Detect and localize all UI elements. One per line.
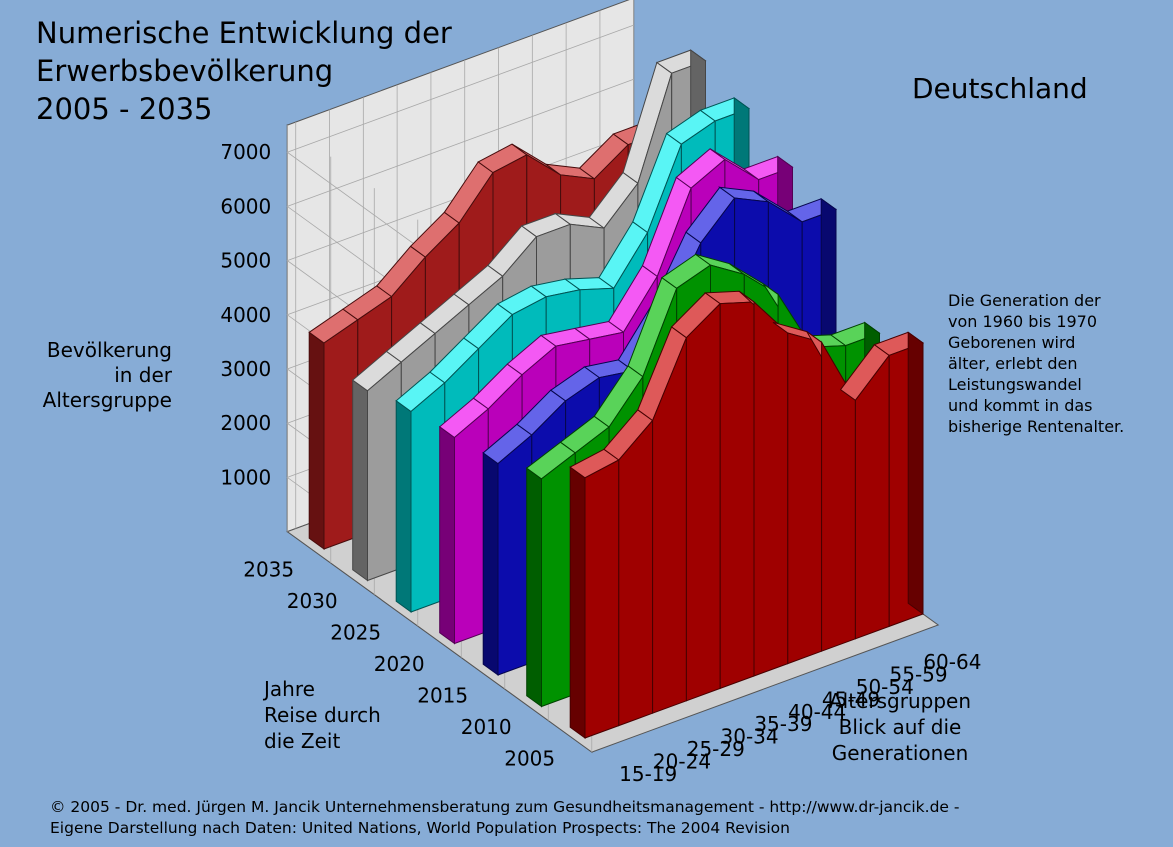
ribbon-end-cap <box>482 451 499 676</box>
y-tick-label: 5000 <box>220 249 271 273</box>
year-tick-labels: 2005 2010 2015 2020 2025 2030 2035 <box>243 558 555 771</box>
y-tick-label: 3000 <box>220 357 271 381</box>
ribbon-end-cap <box>907 331 924 615</box>
series-2005: 2005 15-19: 48002005 20-24: 49002005 25-… <box>569 290 925 739</box>
year-axis-label-line: Jahre <box>264 677 315 701</box>
year-tick-label: 2035 <box>243 558 294 582</box>
y-tick-label: 6000 <box>220 194 271 218</box>
age-tick-label: 50-54 <box>856 675 914 699</box>
age-axis-label-line: Generationen <box>831 741 969 765</box>
annotation-note: Die Generation der von 1960 bis 1970 Geb… <box>948 290 1168 437</box>
copyright-line: Eigene Darstellung nach Daten: United Na… <box>50 819 790 837</box>
ribbon-end-cap <box>439 425 455 645</box>
year-tick-label: 2030 <box>287 589 338 613</box>
y-tick-labels: 1000 2000 3000 4000 5000 6000 7000 <box>220 140 271 489</box>
copyright-footer: © 2005 - Dr. med. Jürgen M. Jancik Unter… <box>50 797 959 839</box>
year-tick-label: 2015 <box>417 684 468 708</box>
age-tick-label: 20-24 <box>653 749 711 773</box>
age-tick-label: 25-29 <box>687 737 745 761</box>
age-tick-labels: 15-1920-2425-2930-3435-3940-4445-4950-54… <box>619 650 981 786</box>
year-tick-label: 2020 <box>374 652 425 676</box>
ribbon-end-cap <box>352 379 368 582</box>
age-tick-label: 40-44 <box>788 700 846 724</box>
age-tick-label: 15-19 <box>619 762 677 786</box>
age-axis-label-line: Altersgruppen <box>829 689 971 713</box>
y-axis-label: Bevölkerung in der Altersgruppe <box>20 338 172 413</box>
y-axis-label-line: in der <box>114 363 172 387</box>
copyright-line: © 2005 - Dr. med. Jürgen M. Jancik Unter… <box>50 798 960 816</box>
data-bar: 2005 20-24: 4900 <box>618 419 654 727</box>
data-bar: 2005 40-44: 6900 <box>753 300 789 677</box>
note-line: älter, erlebt den <box>948 354 1078 373</box>
year-axis-label-line: die Zeit <box>264 729 341 753</box>
ribbon-end-cap <box>569 466 586 739</box>
note-line: Leistungswandel <box>948 375 1082 394</box>
title-line: Numerische Entwicklung der <box>36 16 452 50</box>
note-line: von 1960 bis 1970 <box>948 312 1098 331</box>
chart-title: Numerische Entwicklung der Erwerbsbevölk… <box>36 14 452 128</box>
title-line: 2005 - 2035 <box>36 92 213 126</box>
y-tick-label: 7000 <box>220 140 271 164</box>
age-axis-label: Altersgruppen Blick auf die Generationen <box>800 688 1000 766</box>
note-line: Geborenen wird <box>948 333 1076 352</box>
country-label: Deutschland <box>912 72 1088 105</box>
note-line: bisherige Rentenalter. <box>948 417 1125 436</box>
data-bar: 2005 55-59: 4400 <box>854 353 890 640</box>
y-axis-label-line: Bevölkerung <box>46 338 172 362</box>
data-bar: 2005 45-49: 6100 <box>787 332 823 665</box>
y-tick-label: 1000 <box>220 465 271 489</box>
age-tick-label: 55-59 <box>890 663 948 687</box>
age-axis-label-line: Blick auf die <box>838 715 962 739</box>
ribbon-end-cap <box>395 399 412 613</box>
ribbon-end-cap <box>308 331 325 550</box>
y-tick-label: 2000 <box>220 411 271 435</box>
data-bar: 2005 30-34: 6700 <box>685 302 721 702</box>
data-bar: 2005 35-39: 7100 <box>719 301 755 690</box>
y-axis-label-line: Altersgruppe <box>42 388 172 412</box>
ribbon-end-cap <box>526 467 542 708</box>
year-tick-label: 2025 <box>330 621 381 645</box>
age-tick-label: 60-64 <box>923 650 981 674</box>
year-tick-label: 2005 <box>504 747 555 771</box>
age-tick-label: 35-39 <box>754 712 812 736</box>
y-tick-label: 4000 <box>220 303 271 327</box>
note-line: und kommt in das <box>948 396 1093 415</box>
year-axis-label: Jahre Reise durch die Zeit <box>264 676 381 754</box>
year-tick-label: 2010 <box>461 715 512 739</box>
year-axis-label-line: Reise durch <box>264 703 381 727</box>
age-tick-label: 30-34 <box>721 725 779 749</box>
age-tick-label: 45-49 <box>822 687 880 711</box>
title-line: Erwerbsbevölkerung <box>36 54 334 88</box>
data-bar: 2005 15-19: 4800 <box>584 459 620 739</box>
note-line: Die Generation der <box>948 291 1101 310</box>
